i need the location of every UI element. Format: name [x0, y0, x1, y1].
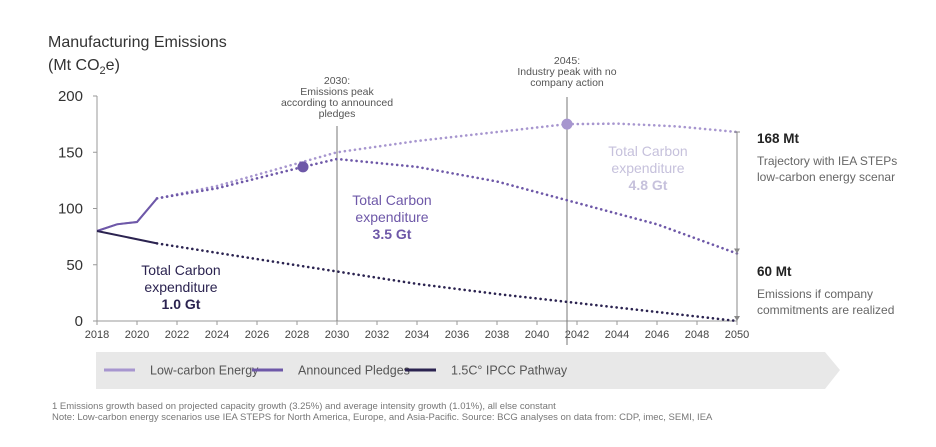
series-solid-line — [96, 197, 158, 232]
x-tick-label: 2028 — [285, 329, 309, 341]
annotation-text: pledges — [319, 108, 356, 120]
x-tick-label: 2032 — [365, 329, 389, 341]
series-announced-pledges — [96, 157, 739, 255]
series-solid-line — [96, 197, 158, 232]
annotation-text: 2030: — [324, 75, 350, 87]
end-value: 60 Mt — [757, 264, 792, 279]
x-tick-label: 2042 — [565, 329, 589, 341]
end-description: Trajectory with IEA STEPs — [757, 154, 897, 168]
legend-label: 1.5C° IPCC Pathway — [451, 364, 568, 378]
x-tick-label: 2038 — [485, 329, 509, 341]
y-tick-label: 100 — [58, 201, 83, 218]
x-tick-label: 2040 — [525, 329, 549, 341]
end-description: commitments are realized — [757, 303, 894, 317]
chart-title: Manufacturing Emissions — [48, 34, 227, 51]
y-tick-label: 150 — [58, 144, 83, 161]
x-tick-label: 2034 — [405, 329, 429, 341]
end-description: low-carbon energy scenar — [757, 170, 895, 184]
legend-label: Announced Pledges — [298, 364, 410, 378]
annotation-text: according to announced — [281, 97, 393, 109]
legend: Low-carbon Energy Announced Pledges 1.5C° … — [96, 352, 840, 389]
x-tick-label: 2050 — [725, 329, 749, 341]
expenditure-text: Total Carbon — [352, 192, 431, 208]
y-tick-label: 0 — [75, 313, 83, 330]
expenditure-value: 1.0 Gt — [162, 296, 201, 312]
x-tick-label: 2020 — [125, 329, 149, 341]
annotation-text: 2045: — [554, 55, 580, 67]
legend-item-1-5c-ipcc-pathway: 1.5C° IPCC Pathway — [405, 364, 568, 378]
annotation-text: company action — [530, 77, 604, 89]
series-dotted-line — [155, 157, 739, 255]
x-tick-label: 2044 — [605, 329, 629, 341]
legend-label: Low-carbon Energy — [150, 364, 259, 378]
axes: 0 50 100 150 200 2018 2020 2022 2024 2026 2028 2030… — [58, 88, 749, 341]
end-description: Emissions if company — [757, 287, 873, 301]
expenditure-value: 4.8 Gt — [629, 177, 668, 193]
y-tick-label: 200 — [58, 88, 83, 105]
series-dotted-line — [155, 122, 739, 200]
expenditure-text: expenditure — [144, 279, 217, 295]
x-tick-label: 2026 — [245, 329, 269, 341]
y-axis-unit: (Mt CO2e) — [48, 57, 120, 77]
expenditure-text: expenditure — [611, 160, 684, 176]
end-value: 168 Mt — [757, 131, 800, 146]
x-tick-label: 2048 — [685, 329, 709, 341]
footnote-2: Note: Low-carbon energy scenarios use IE… — [52, 412, 713, 423]
expenditure-text: expenditure — [355, 209, 428, 225]
x-tick-label: 2022 — [165, 329, 189, 341]
annotation-text: Emissions peak — [300, 86, 374, 98]
legend-item-announced-pledges: Announced Pledges — [252, 364, 410, 378]
legend-item-low-carbon-energy: Low-carbon Energy — [104, 364, 259, 378]
x-tick-label: 2046 — [645, 329, 669, 341]
series-marker — [297, 161, 309, 173]
series-marker — [561, 118, 573, 130]
series-layer — [96, 118, 740, 323]
x-tick-label: 2024 — [205, 329, 229, 341]
series-solid-line — [96, 230, 158, 245]
expenditure-text: Total Carbon — [141, 262, 220, 278]
end-arrow-icon — [734, 316, 740, 321]
x-tick-label: 2036 — [445, 329, 469, 341]
x-tick-label: 2018 — [85, 329, 109, 341]
x-tick-label: 2030 — [325, 329, 349, 341]
end-arrow-icon — [734, 248, 740, 254]
legend-band — [96, 352, 840, 389]
series-1-5c-ipcc-pathway — [96, 230, 739, 323]
annotation-text: Industry peak with no — [517, 66, 616, 78]
series-dotted-line — [155, 242, 739, 323]
end-labels: 168 Mt Trajectory with IEA STEPs low-carbo… — [757, 131, 897, 317]
footnote-1: 1 Emissions growth based on projected ca… — [52, 401, 556, 412]
expenditure-text: Total Carbon — [608, 143, 687, 159]
y-tick-label: 50 — [66, 257, 83, 274]
expenditure-value: 3.5 Gt — [373, 226, 412, 242]
